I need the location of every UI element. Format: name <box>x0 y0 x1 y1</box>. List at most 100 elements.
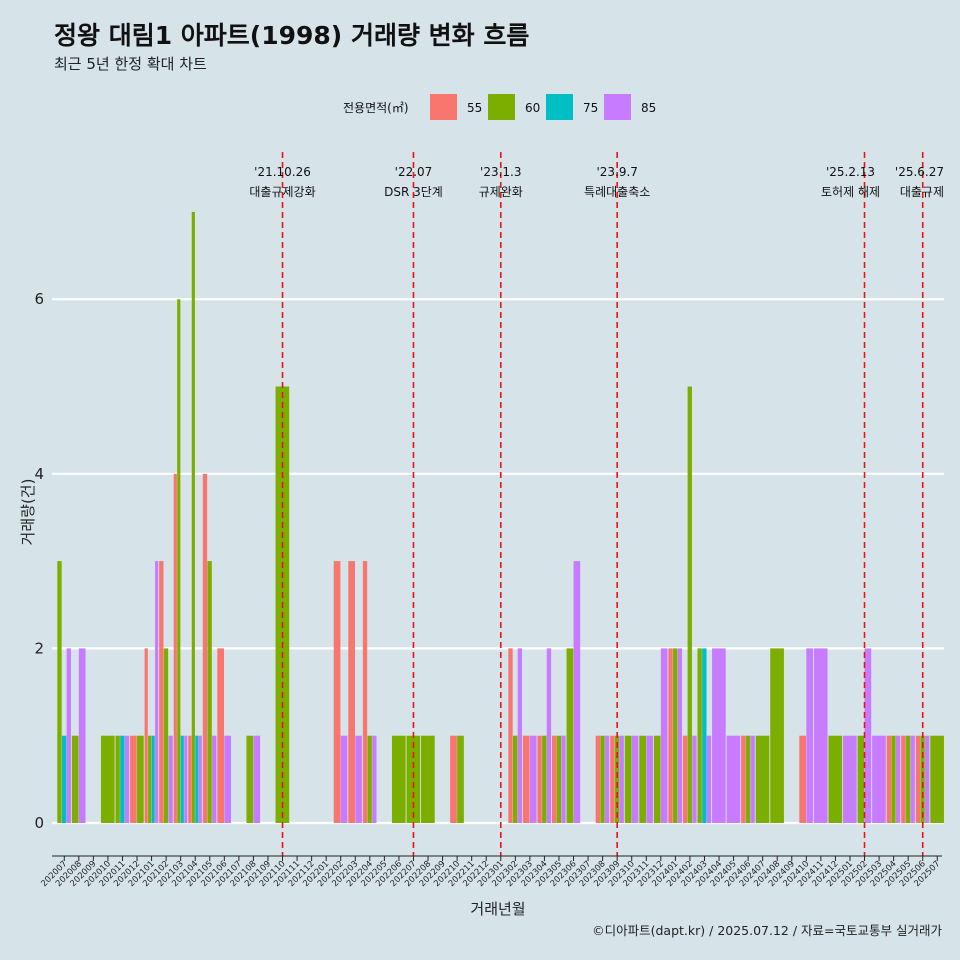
bar-202502-85 <box>864 648 872 823</box>
legend-label-60: 60 <box>525 101 540 115</box>
x-axis-title: 거래년월 <box>470 900 525 918</box>
bar-202402-85 <box>692 735 697 823</box>
bar-202403-85 <box>706 735 712 823</box>
bar-202303-55 <box>522 735 530 823</box>
bar-202105-60 <box>207 561 212 823</box>
bar-202504-55 <box>886 735 891 823</box>
bar-202104-85 <box>198 735 202 823</box>
bar-202305-85 <box>561 735 566 823</box>
bar-202304-55 <box>537 735 542 823</box>
legend-title: 전용면적(㎡) <box>343 101 409 115</box>
bar-202206-60 <box>391 735 406 823</box>
bar-202402-55 <box>682 735 688 823</box>
bar-202202-85 <box>340 735 348 823</box>
event-date: '25.2.13 <box>826 165 875 179</box>
bar-202310-60 <box>624 735 632 823</box>
event-date: '21.10.26 <box>254 165 311 179</box>
y-gridlines <box>52 298 944 825</box>
bar-202405-85 <box>726 735 741 823</box>
bar-202012-60 <box>137 735 144 823</box>
bar-202309-60 <box>614 735 620 823</box>
bar-202102-60 <box>163 648 169 823</box>
event-date: '23.1.3 <box>480 165 521 179</box>
bar-202108-85 <box>253 735 261 823</box>
x-axis: 2020072020082020092020102020112020122021… <box>39 855 942 889</box>
bar-202504-60 <box>891 735 896 823</box>
legend: 전용면적(㎡) 55 60 75 85 <box>343 94 656 120</box>
bar-202101-55 <box>144 648 148 823</box>
bar-202104-75 <box>195 735 199 823</box>
bar-202312-85 <box>660 648 668 823</box>
bar-202007-85 <box>66 648 71 823</box>
bar-202403-75 <box>702 648 707 823</box>
bar-202008-85 <box>78 648 86 823</box>
bar-202407-60 <box>755 735 770 823</box>
bar-202204-60 <box>367 735 372 823</box>
event-label: 토허제 해제 <box>821 185 880 199</box>
legend-items: 55 60 75 85 <box>430 94 656 120</box>
chart-title: 정왕 대림1 아파트(1998) 거래량 변화 흐름 <box>54 21 529 50</box>
legend-label-75: 75 <box>583 101 598 115</box>
chart-caption: ©디아파트(dapt.kr) / 2025.07.12 / 자료=국토교통부 실… <box>592 923 942 938</box>
bar-202105-55 <box>202 473 208 823</box>
legend-label-55: 55 <box>467 101 482 115</box>
bar-202402-60 <box>687 386 692 823</box>
event-label: DSR 3단계 <box>384 185 443 199</box>
bar-202104-55 <box>188 735 192 823</box>
bar-202204-85 <box>372 735 377 823</box>
bar-202302-60 <box>513 735 518 823</box>
bar-202203-85 <box>355 735 362 823</box>
event-lines: '21.10.26 대출규제강화 '22.07 DSR 3단계 '23.1.3 규제완화 '… <box>249 152 944 856</box>
bar-202505-85 <box>910 735 915 823</box>
bar-202103-75 <box>180 735 184 823</box>
bar-202306-85 <box>573 561 581 823</box>
bar-202310-85 <box>631 735 639 823</box>
y-axis-title: 거래량(건) <box>19 479 37 546</box>
bar-202401-60 <box>673 648 678 823</box>
event-label: 대출규제강화 <box>249 185 315 199</box>
bar-202303-85 <box>529 735 537 823</box>
bar-202312-60 <box>653 735 661 823</box>
bar-202103-55 <box>173 473 177 823</box>
bar-202103-85 <box>184 735 188 823</box>
bar-202103-60 <box>177 299 181 823</box>
bar-202501-85 <box>842 735 857 823</box>
bar-202010-60 <box>100 735 115 823</box>
bar-202007-75 <box>61 735 67 823</box>
bar-202008-60 <box>71 735 79 823</box>
bar-202106-55 <box>217 648 225 823</box>
bar-202308-55 <box>595 735 600 823</box>
bar-202308-60 <box>600 735 605 823</box>
legend-key-60 <box>488 94 515 120</box>
bar-202302-55 <box>508 648 513 823</box>
bar-202202-55 <box>333 561 341 823</box>
bar-202101-85 <box>155 561 159 823</box>
bar-202502-60 <box>857 735 865 823</box>
bar-202503-85 <box>872 735 886 823</box>
bar-202505-60 <box>905 735 911 823</box>
bar-202308-85 <box>604 735 610 823</box>
bar-202305-60 <box>556 735 562 823</box>
legend-key-85 <box>604 94 631 120</box>
bar-202406-55 <box>741 735 746 823</box>
bar-202007-60 <box>57 561 62 823</box>
y-tick-label: 4 <box>34 465 44 483</box>
bar-202208-60 <box>421 735 435 823</box>
chart-subtitle: 최근 5년 한정 확대 차트 <box>54 55 207 73</box>
event-date: '25.6.27 <box>895 165 944 179</box>
bar-202311-60 <box>639 735 646 823</box>
bar-202210-60 <box>457 735 464 823</box>
y-tick-labels: 0 2 4 6 <box>34 290 44 832</box>
bar-202204-55 <box>362 561 368 823</box>
bar-202011-85 <box>124 735 130 823</box>
bar-202305-55 <box>551 735 557 823</box>
event-label: 대출규제 <box>900 185 944 199</box>
bar-202207-60 <box>406 735 421 823</box>
bar-202311-85 <box>646 735 653 823</box>
bar-202101-60 <box>148 735 152 823</box>
bar-202506-60 <box>920 735 925 823</box>
bar-202101-75 <box>151 735 155 823</box>
bar-202105-85 <box>212 735 217 823</box>
bar-202408-60 <box>770 648 784 823</box>
